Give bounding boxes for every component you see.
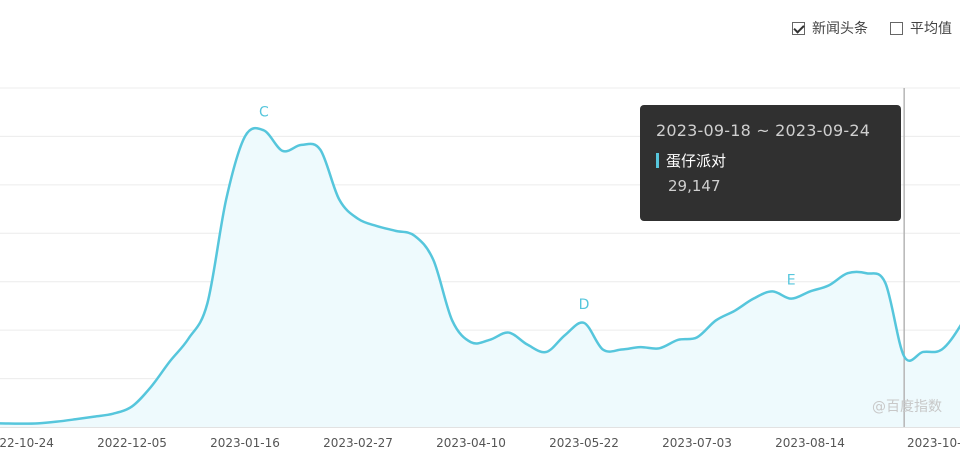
series-marker-icon [656,153,659,168]
legend-item-average[interactable]: 平均值 [890,18,952,38]
tooltip-series-name: 蛋仔派对 [666,152,727,170]
series-line [0,126,960,425]
x-tick-label: 2023-10-02 [907,436,960,450]
tooltip-series: 蛋仔派对 [656,150,885,171]
x-tick-label: 2022-12-05 [97,436,167,450]
tooltip-value: 29,147 [668,177,721,195]
watermark: @百度指数 [872,399,942,415]
x-tick-label: 2023-07-03 [662,436,732,450]
x-tick-label: 2022-10-24 [0,436,54,450]
x-tick-label: 2023-08-14 [775,436,845,450]
legend-label-average: 平均值 [910,21,952,37]
hover-tooltip: 2023-09-18 ~ 2023-09-24 蛋仔派对 29,147 [640,105,901,221]
x-tick-label: 2023-01-16 [210,436,280,450]
series-area [0,128,960,427]
annotation-label: C [259,104,269,120]
x-tick-label: 2023-02-27 [323,436,393,450]
legend: 新闻头条 平均值 [792,18,952,38]
news-checkbox[interactable] [792,21,805,35]
average-checkbox[interactable] [890,21,903,35]
x-tick-label: 2023-04-10 [436,436,506,450]
tooltip-date-range: 2023-09-18 ~ 2023-09-24 [656,121,871,140]
annotation-label: D [579,297,590,313]
legend-item-news[interactable]: 新闻头条 [792,18,868,38]
legend-label-news: 新闻头条 [812,21,868,37]
x-tick-label: 2023-05-22 [549,436,619,450]
annotation-label: E [787,273,796,289]
